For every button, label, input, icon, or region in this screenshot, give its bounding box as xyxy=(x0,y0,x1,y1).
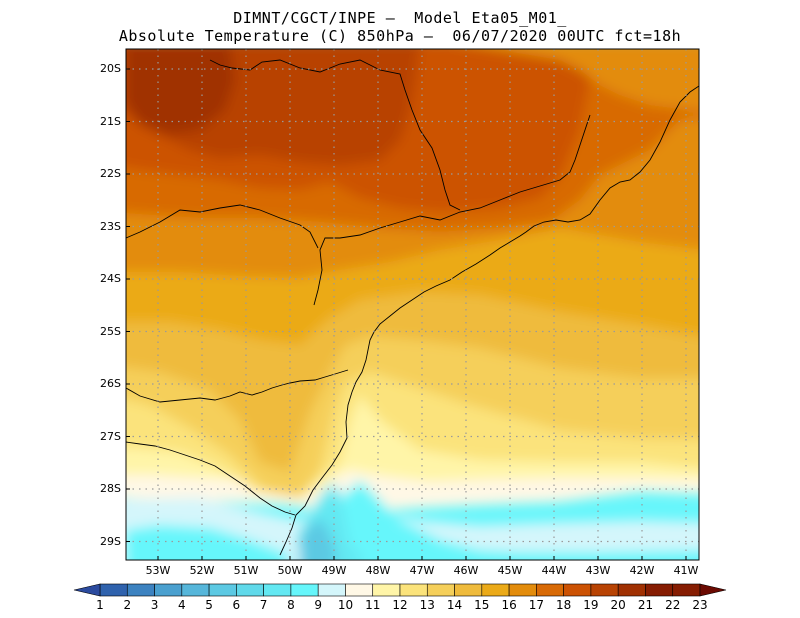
lat-label: 27S xyxy=(100,429,121,443)
colorbar-swatch xyxy=(208,583,237,597)
colorbar-swatch xyxy=(372,583,401,597)
colorbar-label: 17 xyxy=(528,598,544,612)
lon-label: 45W xyxy=(497,564,523,577)
colorbar-label: 15 xyxy=(474,598,490,612)
chart-title-line-2: Absolute Temperature (C) 850hPa — 06/07/… xyxy=(118,27,682,45)
colorbar-swatch xyxy=(263,583,292,597)
colorbar-label: 7 xyxy=(259,598,268,612)
colorbar xyxy=(73,583,727,597)
band-orange-east xyxy=(494,49,699,110)
colorbar-label: 21 xyxy=(637,598,654,612)
lon-label: 42W xyxy=(629,564,655,577)
colorbar-swatch xyxy=(99,583,128,597)
colorbar-swatch xyxy=(236,583,264,597)
colorbar-label: 18 xyxy=(555,598,572,612)
colorbar-swatch xyxy=(317,583,346,597)
colorbar-label: 2 xyxy=(123,598,132,612)
colorbar-swatch xyxy=(345,583,374,597)
colorbar-label: 9 xyxy=(314,598,322,612)
lon-label: 52W xyxy=(189,564,215,577)
band-22 xyxy=(126,49,235,135)
band-cold-6 xyxy=(126,525,290,560)
colorbar-swatch xyxy=(126,583,155,597)
colorbar-swatch xyxy=(154,583,183,597)
colorbar-swatch xyxy=(590,583,619,597)
colorbar-swatch xyxy=(481,583,510,597)
lat-label: 22S xyxy=(100,167,121,180)
lat-label: 28S xyxy=(100,482,121,495)
lon-label: 47W xyxy=(409,564,435,577)
band-cold-2 xyxy=(315,480,699,560)
colorbar-label: 10 xyxy=(337,598,354,612)
lon-label: 48W xyxy=(365,564,391,577)
lon-label: 49W xyxy=(321,564,347,577)
colorbar-swatch xyxy=(454,583,483,597)
colorbar-label: 13 xyxy=(419,598,435,612)
colorbar-min-arrow xyxy=(73,583,101,597)
colorbar-max-arrow xyxy=(699,583,727,597)
colorbar-label: 6 xyxy=(232,598,241,612)
axis-ticks xyxy=(126,68,687,560)
lon-label: 51W xyxy=(233,564,259,577)
lon-label: 44W xyxy=(541,564,567,577)
colorbar-label: 11 xyxy=(365,598,381,612)
coastline-and-borders xyxy=(126,59,699,556)
colorbar-label: 4 xyxy=(177,598,186,612)
colorbar-label: 14 xyxy=(446,598,463,612)
colorbar-swatch xyxy=(563,583,592,597)
map-frame xyxy=(125,48,700,561)
lat-label: 25S xyxy=(100,324,121,338)
lat-label: 21S xyxy=(100,114,121,128)
lon-label: 46W xyxy=(453,564,479,577)
lat-label: 26S xyxy=(100,377,121,390)
colorbar-label: 22 xyxy=(665,598,681,612)
graticule xyxy=(126,49,699,560)
temperature-field xyxy=(126,49,699,560)
colorbar-label: 23 xyxy=(692,598,708,612)
colorbar-label: 1 xyxy=(96,598,104,612)
colorbar-label: 20 xyxy=(610,598,626,612)
colorbar-label: 3 xyxy=(150,598,159,612)
lon-label: 43W xyxy=(585,564,611,577)
colorbar-swatch xyxy=(399,583,428,597)
colorbar-swatch xyxy=(617,583,646,597)
colorbar-swatch xyxy=(426,583,455,597)
colorbar-label: 19 xyxy=(583,598,599,612)
colorbar-label: 12 xyxy=(392,598,408,612)
lat-label: 20S xyxy=(100,62,121,75)
colorbar-label: 5 xyxy=(205,598,213,612)
lon-label: 53W xyxy=(145,564,171,577)
lon-label: 50W xyxy=(277,564,303,577)
lat-label: 29S xyxy=(100,534,121,548)
lat-label: 24S xyxy=(100,272,121,285)
colorbar-swatch xyxy=(672,583,701,597)
colorbar-label: 8 xyxy=(287,598,295,612)
colorbar-swatch xyxy=(508,583,537,597)
lon-label: 41W xyxy=(673,564,699,577)
band-cold-4 xyxy=(296,520,338,560)
colorbar-swatch xyxy=(181,583,210,597)
colorbar-label: 16 xyxy=(501,598,517,612)
colorbar-swatch xyxy=(290,583,319,597)
chart-title-line-1: DIMNT/CGCT/INPE — Model Eta05_M01_ xyxy=(233,9,567,27)
colorbar-swatch xyxy=(536,583,564,597)
colorbar-swatch xyxy=(645,583,674,597)
lat-label: 23S xyxy=(100,219,121,233)
